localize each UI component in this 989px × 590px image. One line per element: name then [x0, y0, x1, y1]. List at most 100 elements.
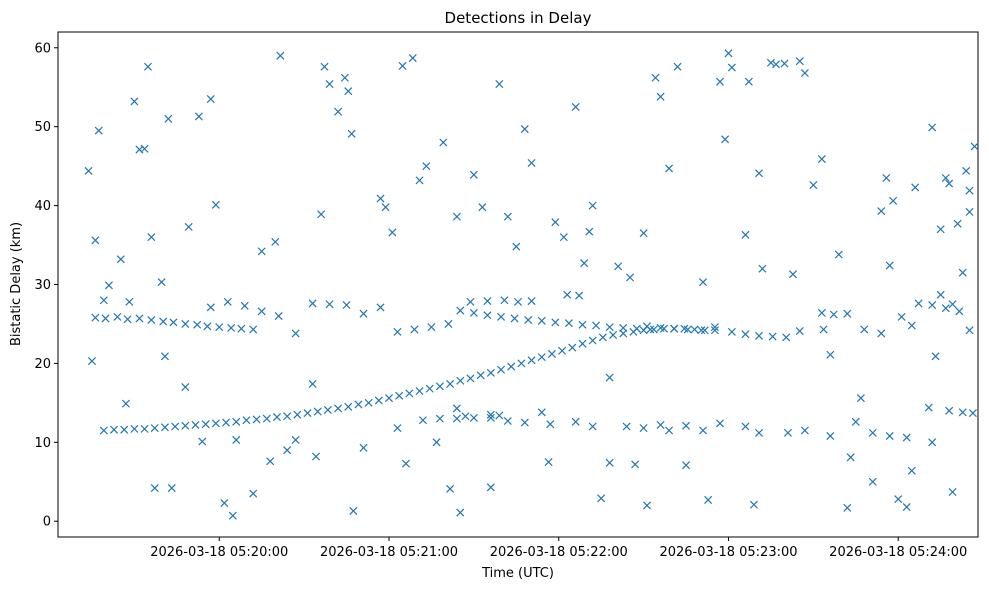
data-point — [215, 323, 224, 332]
data-point — [271, 237, 280, 246]
y-tick-label: 40 — [34, 199, 51, 214]
data-point — [856, 394, 865, 403]
data-point — [469, 308, 478, 317]
data-point — [160, 423, 169, 432]
data-point — [914, 299, 923, 308]
data-point — [710, 323, 719, 332]
data-point — [642, 322, 652, 331]
data-point — [877, 207, 886, 216]
data-point — [758, 264, 767, 273]
data-point — [945, 179, 954, 188]
data-point — [483, 311, 492, 320]
x-axis-ticks: 2026-03-18 05:20:00 2026-03-18 05:21:00 20… — [150, 537, 967, 560]
data-point — [432, 438, 441, 447]
data-point — [408, 54, 417, 63]
data-point — [147, 315, 156, 325]
y-axis-label: Bistatic Delay (km) — [9, 222, 24, 346]
data-point — [559, 233, 568, 242]
data-point — [456, 376, 465, 385]
data-point — [283, 446, 292, 455]
data-point — [497, 365, 506, 374]
data-point — [388, 228, 397, 237]
data-point — [181, 383, 190, 392]
data-point — [469, 170, 478, 179]
data-point — [123, 315, 132, 324]
data-point — [320, 62, 329, 71]
data-point — [563, 290, 572, 299]
data-point — [955, 307, 964, 316]
data-point — [597, 494, 606, 503]
data-point — [291, 329, 300, 338]
data-point — [311, 452, 321, 461]
data-point — [125, 297, 134, 306]
data-point — [497, 312, 506, 321]
data-point — [340, 73, 349, 82]
data-point — [588, 201, 597, 210]
data-point — [466, 297, 475, 306]
data-point — [446, 484, 455, 493]
data-point — [507, 362, 516, 371]
data-point — [622, 422, 631, 431]
data-point — [632, 324, 641, 333]
data-point — [928, 438, 937, 447]
data-point — [227, 323, 236, 332]
data-point — [682, 421, 691, 430]
data-point — [843, 309, 852, 318]
data-point — [398, 61, 407, 70]
data-point — [520, 125, 529, 134]
data-point — [347, 129, 356, 138]
data-point — [376, 194, 385, 203]
data-point — [120, 425, 129, 434]
data-point — [941, 173, 950, 183]
data-point — [444, 319, 453, 328]
data-point — [439, 138, 448, 147]
data-point — [795, 57, 804, 66]
data-point — [354, 400, 363, 409]
data-point — [885, 431, 894, 441]
data-point — [452, 212, 461, 221]
data-point — [381, 203, 390, 212]
data-point — [598, 333, 607, 342]
data-point — [958, 408, 967, 417]
data-point — [194, 112, 203, 121]
data-point — [483, 297, 492, 306]
data-point — [715, 77, 725, 86]
data-point — [568, 343, 577, 352]
data-point — [727, 63, 736, 72]
data-point — [503, 416, 512, 426]
data-point — [755, 428, 764, 437]
data-point — [405, 389, 414, 398]
data-point — [656, 323, 665, 332]
data-point — [592, 321, 601, 330]
data-point — [673, 62, 682, 71]
data-point — [237, 324, 246, 333]
data-point — [293, 410, 302, 419]
data-point — [846, 453, 855, 462]
data-point — [868, 428, 877, 437]
data-point — [626, 273, 635, 282]
data-point — [749, 500, 758, 509]
data-point — [945, 406, 954, 415]
data-point — [99, 296, 108, 305]
data-point — [143, 62, 152, 71]
data-point — [795, 327, 804, 336]
data-point — [220, 499, 229, 508]
data-point — [206, 95, 215, 104]
data-point — [571, 417, 580, 426]
x-tick-label: 2026-03-18 05:20:00 — [150, 545, 288, 560]
data-point — [575, 291, 584, 300]
data-point — [585, 227, 594, 236]
data-point — [537, 408, 546, 417]
data-point — [99, 426, 108, 435]
data-point — [817, 308, 826, 317]
data-point — [150, 424, 159, 433]
data-point — [435, 414, 444, 423]
data-point — [649, 325, 658, 334]
x-tick-label: 2026-03-18 05:21:00 — [320, 545, 458, 560]
data-point — [157, 278, 166, 287]
data-point — [376, 303, 385, 312]
data-point — [211, 200, 220, 209]
data-point — [741, 330, 750, 339]
data-point — [605, 323, 614, 332]
data-point — [819, 325, 828, 334]
